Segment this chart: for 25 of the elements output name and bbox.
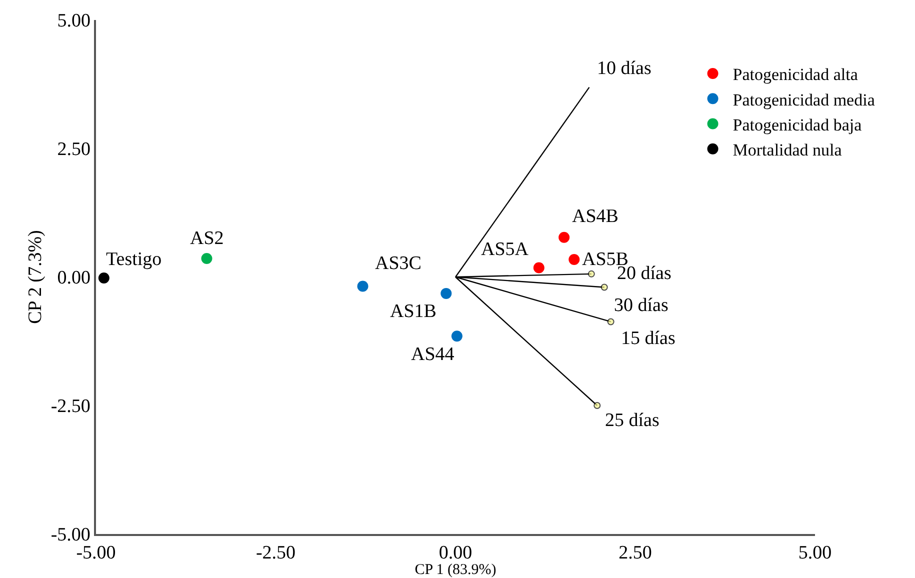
annotation: 10 días xyxy=(597,58,652,79)
annotation: 30 días xyxy=(614,295,668,316)
annotation: AS3C xyxy=(375,253,422,274)
y-tick-label: -2.50 xyxy=(50,396,90,418)
legend-label: Patogenicidad baja xyxy=(732,115,862,134)
legend-label: Patogenicidad media xyxy=(732,90,876,110)
annotation: Testigo xyxy=(106,249,162,270)
y-tick-label: 2.50 xyxy=(57,139,90,160)
annotation: AS5A xyxy=(481,239,529,260)
x-axis-title: CP 1 (83.9%) xyxy=(414,562,496,578)
x-tick-label: -2.50 xyxy=(256,542,296,564)
annotation: AS1B xyxy=(390,301,436,322)
annotation: AS44 xyxy=(411,344,455,365)
y-tick-label: 0.00 xyxy=(57,268,90,289)
annotation: 25 días xyxy=(605,410,660,431)
x-tick-label: 2.50 xyxy=(618,542,652,564)
y-axis-title: CP 2 (7.3%) xyxy=(25,230,46,324)
x-tick-label: 0.00 xyxy=(438,542,472,564)
annotation: 15 días xyxy=(621,328,676,349)
legend-label: Mortalidad nula xyxy=(732,140,842,160)
legend-label: Patogenicidad alta xyxy=(732,65,858,84)
annotation: AS4B xyxy=(572,206,618,227)
annotation: AS2 xyxy=(190,228,224,249)
x-tick-label: 5.00 xyxy=(798,542,832,564)
y-tick-label: 5.00 xyxy=(57,10,90,32)
